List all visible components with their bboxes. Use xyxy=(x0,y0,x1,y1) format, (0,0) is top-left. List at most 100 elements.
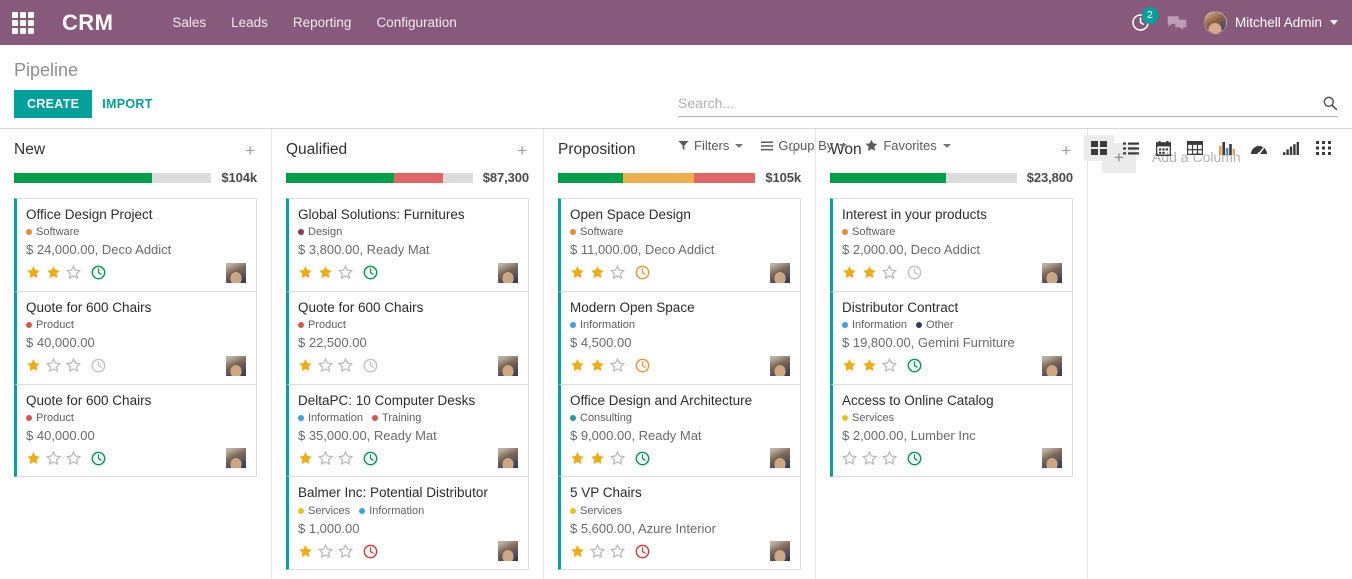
star-empty-icon[interactable] xyxy=(46,358,61,373)
star-empty-icon[interactable] xyxy=(882,450,897,466)
card-priority-rating[interactable] xyxy=(570,265,625,280)
star-empty-icon[interactable] xyxy=(318,450,333,466)
kanban-card[interactable]: Quote for 600 Chairs Product $ 40,000.00 xyxy=(14,290,257,385)
star-empty-icon[interactable] xyxy=(66,265,81,280)
card-priority-rating[interactable] xyxy=(842,358,897,373)
star-filled-icon[interactable] xyxy=(570,358,585,373)
column-progress-bar[interactable] xyxy=(558,172,756,183)
star-empty-icon[interactable] xyxy=(46,450,61,466)
card-assignee-avatar[interactable] xyxy=(1042,448,1062,469)
activity-clock-green-icon[interactable] xyxy=(91,265,106,280)
card-priority-rating[interactable] xyxy=(26,265,81,280)
star-empty-icon[interactable] xyxy=(610,358,625,373)
card-assignee-avatar[interactable] xyxy=(498,541,518,562)
star-filled-icon[interactable] xyxy=(570,265,585,280)
create-button[interactable]: CREATE xyxy=(14,90,93,118)
card-assignee-avatar[interactable] xyxy=(1042,355,1062,376)
activity-clock-orange-icon[interactable] xyxy=(635,265,650,280)
column-title[interactable]: Proposition xyxy=(558,141,636,158)
star-filled-icon[interactable] xyxy=(26,358,41,373)
activity-clock-gray-icon[interactable] xyxy=(363,358,378,373)
progress-segment[interactable] xyxy=(623,172,695,183)
star-empty-icon[interactable] xyxy=(338,450,353,466)
star-empty-icon[interactable] xyxy=(882,358,897,373)
progress-segment[interactable] xyxy=(152,172,212,183)
column-add-card-button[interactable]: + xyxy=(1061,140,1071,160)
card-assignee-avatar[interactable] xyxy=(498,448,518,469)
list-view-button[interactable] xyxy=(1116,135,1146,161)
activity-clock-green-icon[interactable] xyxy=(907,358,922,373)
filters-dropdown[interactable]: Filters xyxy=(678,138,744,153)
kanban-card[interactable]: 5 VP Chairs Services $ 5,600.00, Azure Int… xyxy=(558,476,801,571)
graph-view-button[interactable] xyxy=(1212,135,1242,161)
card-priority-rating[interactable] xyxy=(298,358,353,373)
card-priority-rating[interactable] xyxy=(570,450,625,466)
kanban-view-button[interactable] xyxy=(1084,135,1114,161)
progress-segment[interactable] xyxy=(442,172,473,183)
kanban-card[interactable]: Modern Open Space Information $ 4,500.00 xyxy=(558,290,801,385)
column-title[interactable]: Qualified xyxy=(286,141,348,158)
star-filled-icon[interactable] xyxy=(298,544,313,559)
star-empty-icon[interactable] xyxy=(590,543,605,559)
card-assignee-avatar[interactable] xyxy=(498,355,518,376)
menu-item-reporting[interactable]: Reporting xyxy=(292,15,352,30)
activity-clock-green-icon[interactable] xyxy=(363,451,378,466)
card-priority-rating[interactable] xyxy=(298,450,353,466)
kanban-card[interactable]: Distributor Contract Information Other $ 19… xyxy=(830,290,1073,385)
activity-view-button[interactable] xyxy=(1308,135,1338,161)
card-priority-rating[interactable] xyxy=(842,450,897,466)
card-assignee-avatar[interactable] xyxy=(498,262,518,283)
column-progress-bar[interactable] xyxy=(14,172,212,183)
star-empty-icon[interactable] xyxy=(66,358,81,373)
card-assignee-avatar[interactable] xyxy=(770,355,790,376)
kanban-card[interactable]: DeltaPC: 10 Computer Desks Information Tra… xyxy=(286,383,529,478)
card-priority-rating[interactable] xyxy=(570,358,625,373)
favorites-dropdown[interactable]: Favorites xyxy=(865,138,951,153)
card-assignee-avatar[interactable] xyxy=(770,541,790,562)
pivot-view-button[interactable] xyxy=(1180,135,1210,161)
kanban-card[interactable]: Open Space Design Software $ 11,000.00, De… xyxy=(558,198,801,292)
progress-segment[interactable] xyxy=(286,172,395,183)
star-empty-icon[interactable] xyxy=(318,543,333,559)
star-empty-icon[interactable] xyxy=(862,450,877,466)
activity-clock-green-icon[interactable] xyxy=(907,451,922,466)
kanban-card[interactable]: Office Design and Architecture Consulting… xyxy=(558,383,801,478)
calendar-view-button[interactable] xyxy=(1148,135,1178,161)
star-filled-icon[interactable] xyxy=(590,451,605,466)
menu-item-sales[interactable]: Sales xyxy=(172,15,207,30)
star-filled-icon[interactable] xyxy=(570,451,585,466)
kanban-card[interactable]: Office Design Project Software $ 24,000.00… xyxy=(14,198,257,292)
star-empty-icon[interactable] xyxy=(882,265,897,280)
activity-clock-gray-icon[interactable] xyxy=(907,265,922,280)
star-empty-icon[interactable] xyxy=(66,450,81,466)
progress-segment[interactable] xyxy=(14,172,153,183)
star-empty-icon[interactable] xyxy=(842,450,857,466)
column-add-card-button[interactable]: + xyxy=(789,140,799,160)
card-priority-rating[interactable] xyxy=(298,265,353,280)
activity-clock-green-icon[interactable] xyxy=(635,451,650,466)
card-priority-rating[interactable] xyxy=(842,265,897,280)
star-filled-icon[interactable] xyxy=(842,358,857,373)
card-assignee-avatar[interactable] xyxy=(1042,262,1062,283)
column-add-card-button[interactable]: + xyxy=(517,140,527,160)
star-empty-icon[interactable] xyxy=(610,265,625,280)
menu-item-configuration[interactable]: Configuration xyxy=(376,15,457,30)
column-title[interactable]: Won xyxy=(830,141,862,158)
activity-menu[interactable]: 2 xyxy=(1131,7,1158,32)
activity-clock-red-icon[interactable] xyxy=(635,544,650,559)
kanban-card[interactable]: Quote for 600 Chairs Product $ 22,500.00 xyxy=(286,290,529,385)
card-priority-rating[interactable] xyxy=(26,358,81,373)
star-empty-icon[interactable] xyxy=(318,358,333,373)
import-button[interactable]: IMPORT xyxy=(102,97,153,111)
star-filled-icon[interactable] xyxy=(842,265,857,280)
star-filled-icon[interactable] xyxy=(318,265,333,280)
progress-segment[interactable] xyxy=(394,172,443,183)
kanban-card[interactable]: Interest in your products Software $ 2,000… xyxy=(830,198,1073,292)
star-filled-icon[interactable] xyxy=(298,451,313,466)
star-filled-icon[interactable] xyxy=(46,265,61,280)
search-input[interactable] xyxy=(678,95,1322,111)
app-brand-crm[interactable]: CRM xyxy=(62,9,114,35)
column-add-card-button[interactable]: + xyxy=(245,140,255,160)
card-priority-rating[interactable] xyxy=(570,543,625,559)
add-column-label[interactable]: Add a Column xyxy=(1152,149,1241,165)
